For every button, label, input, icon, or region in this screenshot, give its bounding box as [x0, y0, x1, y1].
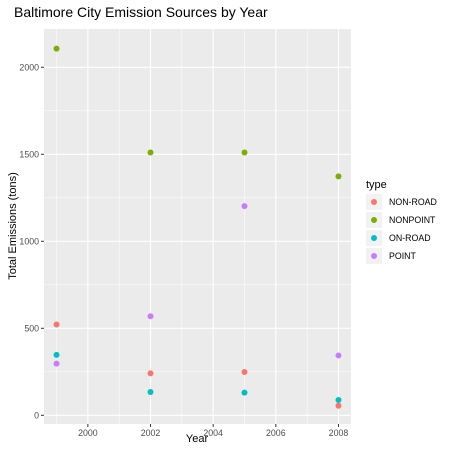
- legend-marker: [371, 235, 377, 241]
- data-point: [335, 352, 342, 359]
- x-tick-label: 2008: [329, 428, 349, 438]
- legend-marker: [371, 253, 377, 259]
- data-point: [53, 321, 60, 328]
- legend-label: POINT: [389, 251, 417, 261]
- data-point: [53, 360, 60, 367]
- plot-panel: [44, 29, 351, 424]
- data-point: [335, 396, 342, 403]
- data-point: [241, 203, 248, 210]
- minor-gridlines: [44, 29, 351, 424]
- data-point: [147, 370, 154, 377]
- x-tick-label: 2002: [141, 428, 161, 438]
- legend-items: NON-ROAD NONPOINT ON-ROAD POINT: [366, 194, 437, 264]
- y-axis-title: Total Emissions (tons): [7, 172, 19, 280]
- legend-label: ON-ROAD: [389, 233, 431, 243]
- x-axis-title: Year: [186, 433, 209, 445]
- y-axis: 0 500 1000 1500 2000: [19, 62, 44, 420]
- data-point: [335, 173, 342, 180]
- x-tick-label: 2004: [203, 428, 223, 438]
- y-tick-label: 0: [34, 410, 39, 420]
- x-tick-label: 2000: [78, 428, 98, 438]
- y-tick-label: 1500: [19, 149, 39, 159]
- data-point: [241, 149, 248, 156]
- data-point: [147, 149, 154, 156]
- chart-title: Baltimore City Emission Sources by Year: [14, 4, 268, 20]
- data-points: [53, 45, 342, 409]
- data-point: [335, 402, 342, 409]
- data-point: [53, 45, 60, 52]
- data-point: [241, 389, 248, 396]
- y-tick-label: 2000: [19, 62, 39, 72]
- legend-label: NONPOINT: [389, 215, 436, 225]
- data-point: [241, 368, 248, 375]
- legend-label: NON-ROAD: [389, 197, 437, 207]
- y-tick-label: 1000: [19, 236, 39, 246]
- legend-marker: [371, 199, 377, 205]
- data-point: [147, 313, 154, 320]
- legend-title: type: [366, 179, 387, 191]
- y-tick-label: 500: [24, 323, 39, 333]
- x-tick-label: 2006: [266, 428, 286, 438]
- legend-marker: [371, 217, 377, 223]
- x-axis: 2000 2002 2004 2006 2008: [78, 424, 348, 438]
- data-point: [53, 351, 60, 358]
- legend: type NON-ROAD NONPOINT ON-ROAD POINT: [366, 179, 437, 264]
- data-point: [147, 388, 154, 395]
